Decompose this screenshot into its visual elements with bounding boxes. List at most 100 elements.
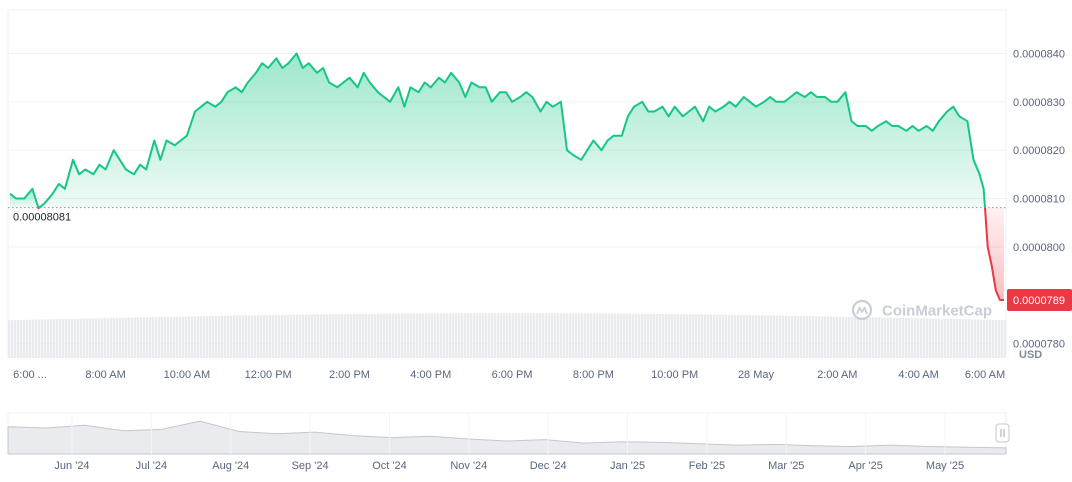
volume-bar (872, 317, 875, 358)
volume-bar (656, 313, 659, 358)
volume-bar (446, 313, 449, 358)
volume-bar (305, 314, 308, 358)
volume-bar (533, 313, 536, 358)
volume-bar (635, 313, 638, 358)
volume-bar (338, 314, 341, 358)
volume-bar (803, 316, 806, 358)
volume-bar (419, 313, 422, 358)
volume-bar (437, 313, 440, 358)
volume-bar (638, 313, 641, 358)
volume-bar (629, 313, 632, 358)
volume-bar (746, 315, 749, 358)
y-axis: 0.0000840 0.0000830 0.0000820 0.0000810 0.00… (1013, 49, 1065, 351)
y-tick-label: 0.0000780 (1013, 339, 1065, 351)
volume-bar (620, 313, 623, 358)
volume-bar (464, 313, 467, 358)
volume-bar (716, 314, 719, 358)
x-tick-label: 28 May (738, 369, 775, 381)
volume-bar (713, 314, 716, 358)
volume-bar (320, 314, 323, 358)
range-navigator[interactable]: Jun '24 Jul '24 Aug '24 Sep '24 Oct '24 Nov '… (7, 412, 1010, 472)
volume-bar (434, 313, 437, 358)
volume-bar (38, 319, 41, 358)
volume-bar (191, 316, 194, 358)
volume-bar (353, 314, 356, 358)
volume-bar (551, 313, 554, 358)
volume-bar (644, 313, 647, 358)
x-tick-label: 10:00 PM (651, 369, 698, 381)
volume-bar (932, 318, 935, 358)
volume-bar (617, 313, 620, 358)
volume-bar (224, 315, 227, 358)
volume-bar (8, 320, 11, 358)
volume-bar (557, 313, 560, 358)
volume-bar (773, 315, 776, 358)
volume-bar (50, 319, 53, 358)
volume-bar (866, 317, 869, 358)
volume-bar (755, 315, 758, 358)
volume-bar (479, 313, 482, 358)
volume-bar (44, 319, 47, 358)
volume-bar (764, 315, 767, 358)
volume-bar (506, 313, 509, 358)
volume-bar (344, 314, 347, 358)
price-area-above-reference (10, 188, 39, 208)
volume-bar (821, 316, 824, 358)
x-tick-label: 8:00 AM (85, 369, 125, 381)
volume-bar (164, 316, 167, 358)
volume-bar (785, 315, 788, 358)
volume-bar (335, 314, 338, 358)
volume-bar (149, 317, 152, 358)
volume-bar (410, 313, 413, 358)
volume-bar (974, 319, 977, 358)
volume-bar (599, 313, 602, 358)
volume-bar (944, 318, 947, 358)
volume-bar (977, 319, 980, 358)
navigator-month-label: Apr '25 (848, 460, 883, 472)
volume-bar (308, 314, 311, 358)
volume-bar (68, 318, 71, 358)
x-axis: 6:00 ... 8:00 AM 10:00 AM 12:00 PM 2:00 PM 4:… (13, 369, 1005, 381)
volume-bar (749, 315, 752, 358)
volume-bar (650, 313, 653, 358)
volume-bar (539, 313, 542, 358)
y-tick-label: 0.0000820 (1013, 145, 1065, 157)
volume-bar (227, 315, 230, 358)
volume-bar (383, 313, 386, 358)
volume-bar (341, 314, 344, 358)
volume-bar (236, 315, 239, 358)
volume-bar (563, 313, 566, 358)
volume-bar (80, 318, 83, 358)
volume-bar (203, 316, 206, 358)
volume-bar (779, 315, 782, 358)
volume-bar (509, 313, 512, 358)
navigator-handle[interactable] (995, 423, 1010, 443)
volume-bar (17, 320, 20, 358)
volume-bar (251, 315, 254, 358)
volume-bar (188, 316, 191, 358)
volume-bar (695, 314, 698, 358)
volume-bar (743, 315, 746, 358)
volume-bar (992, 319, 995, 358)
y-tick-label: 0.0000810 (1013, 194, 1065, 206)
price-line (9, 52, 1004, 301)
volume-bar (377, 313, 380, 358)
volume-bar (425, 313, 428, 358)
volume-bar (332, 314, 335, 358)
volume-bar (182, 316, 185, 358)
volume-bar (854, 316, 857, 358)
coinmarketcap-logo-mark (856, 306, 868, 315)
volume-bar (701, 314, 704, 358)
volume-bar (890, 317, 893, 358)
volume-bar (707, 314, 710, 358)
volume-bar (983, 319, 986, 358)
volume-bar (689, 314, 692, 358)
navigator-month-label: Nov '24 (450, 460, 487, 472)
volume-bar (140, 317, 143, 358)
volume-bar (356, 313, 359, 358)
volume-bar (29, 319, 32, 358)
volume-bar (680, 314, 683, 358)
navigator-month-label: Jul '24 (136, 460, 167, 472)
